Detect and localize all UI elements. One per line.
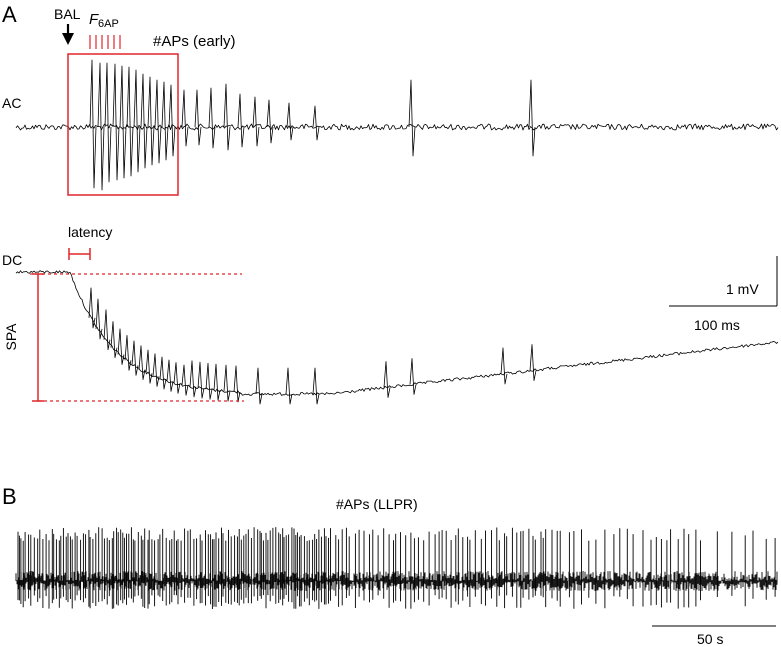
aps-early-label: #APs (early)	[153, 33, 236, 50]
ac-label: AC	[2, 95, 21, 111]
scale-bar-a	[669, 256, 778, 307]
dc-label: DC	[2, 252, 22, 268]
latency-bracket	[68, 248, 91, 260]
f6ap-ticks	[89, 35, 121, 49]
llpr-spike-train	[17, 527, 776, 609]
f6ap-subscript: 6AP	[98, 18, 119, 30]
spa-bracket	[32, 273, 44, 402]
llpr-noise-band	[15, 571, 778, 591]
scale-long-time-label: 50 s	[697, 631, 723, 647]
scale-voltage-label: 1 mV	[726, 281, 759, 297]
aps-llpr-label: #APs (LLPR)	[336, 496, 418, 512]
f6ap-label: F	[89, 11, 99, 28]
ac-trace	[15, 59, 779, 191]
panel-b-label: B	[2, 484, 17, 509]
dc-trace	[15, 270, 779, 405]
scale-time-label: 100 ms	[694, 317, 740, 333]
latency-label: latency	[68, 224, 112, 240]
bal-arrow-icon	[62, 24, 74, 45]
bal-label: BAL	[54, 6, 81, 22]
spa-label: SPA	[3, 323, 19, 351]
early-aps-box	[67, 53, 179, 196]
panel-a-label: A	[2, 2, 17, 27]
